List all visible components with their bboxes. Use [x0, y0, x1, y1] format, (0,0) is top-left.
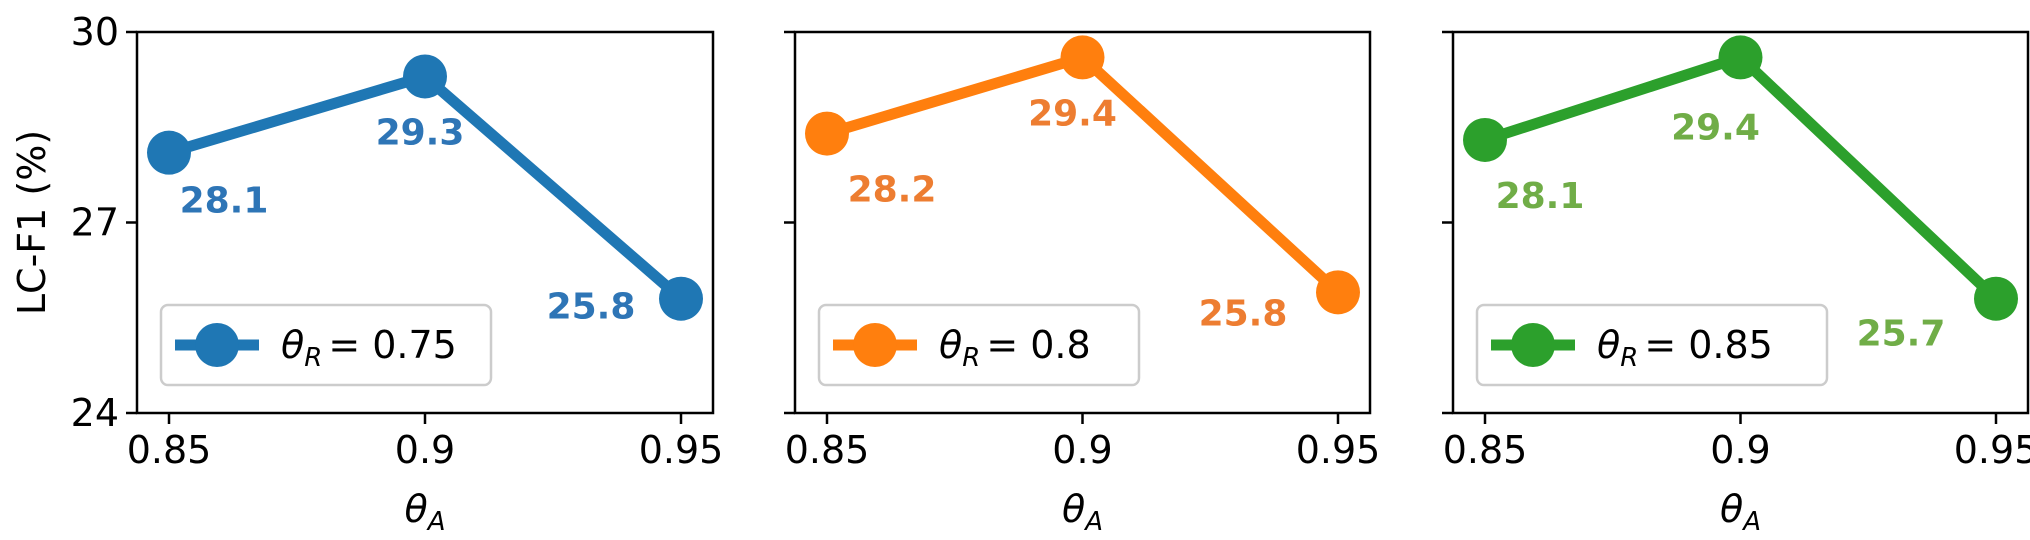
legend-box: [1475, 303, 1829, 387]
data-label: 29.3: [376, 112, 465, 153]
legend: θR = 0.85: [1475, 303, 1829, 387]
data-point: [1974, 276, 2018, 321]
x-tick-label: 0.85: [1443, 428, 1528, 472]
legend-marker: [195, 323, 239, 367]
legend-box: [159, 303, 493, 387]
x-tick-label: 0.95: [639, 428, 724, 472]
x-axis-label: θA: [404, 487, 445, 537]
legend: θR = 0.8: [817, 303, 1141, 387]
legend-label: θR = 0.75: [281, 323, 457, 373]
data-point: [403, 54, 447, 99]
y-tick-label: 27: [71, 201, 119, 245]
x-tick-label: 0.95: [1296, 428, 1381, 472]
legend: θR = 0.75: [159, 303, 493, 387]
data-label: 29.4: [1028, 93, 1117, 134]
data-point: [1463, 117, 1507, 162]
data-label: 28.1: [1496, 176, 1585, 217]
data-point: [147, 130, 191, 175]
x-tick-label: 0.9: [1052, 428, 1112, 472]
data-label: 28.2: [848, 170, 937, 211]
data-point: [659, 276, 703, 321]
legend-box: [817, 303, 1141, 387]
data-point: [1060, 35, 1105, 80]
data-point: [1718, 35, 1763, 80]
data-point: [805, 111, 849, 156]
x-axis-label: θA: [1720, 487, 1761, 537]
x-tick-label: 0.9: [1710, 428, 1770, 472]
legend-marker: [1511, 323, 1555, 367]
y-tick-label: 24: [71, 391, 119, 435]
legend-marker: [853, 323, 897, 367]
x-tick-label: 0.85: [127, 428, 212, 472]
x-tick-label: 0.95: [1954, 428, 2030, 472]
data-label: 28.1: [180, 181, 269, 222]
y-axis-label: LC-F1 (%): [10, 130, 54, 315]
chart-panel-2: 0.85 0.9 0.95 θA 28.2 29.4 25.8 θR = 0.8: [784, 30, 1381, 537]
x-tick-label: 0.85: [785, 428, 870, 472]
data-label: 25.7: [1857, 314, 1946, 355]
y-tick-label: 30: [71, 10, 119, 54]
x-axis-label: θA: [1062, 487, 1103, 537]
x-tick-label: 0.9: [395, 428, 455, 472]
data-label: 25.8: [547, 287, 636, 328]
data-point: [1316, 270, 1360, 315]
data-label: 29.4: [1671, 107, 1760, 148]
legend-label: θR = 0.8: [939, 323, 1091, 373]
legend-label: θR = 0.85: [1597, 323, 1773, 373]
chart-panel-1: 24 27 30 0.85 0.9 0.95 θA LC-F1 (%) 28.1 29.3 25.8…: [10, 10, 723, 537]
chart-panel-3: 0.85 0.9 0.95 θA 28.1 29.4 25.7 θR = 0.85: [1442, 30, 2030, 537]
data-label: 25.8: [1199, 293, 1288, 334]
